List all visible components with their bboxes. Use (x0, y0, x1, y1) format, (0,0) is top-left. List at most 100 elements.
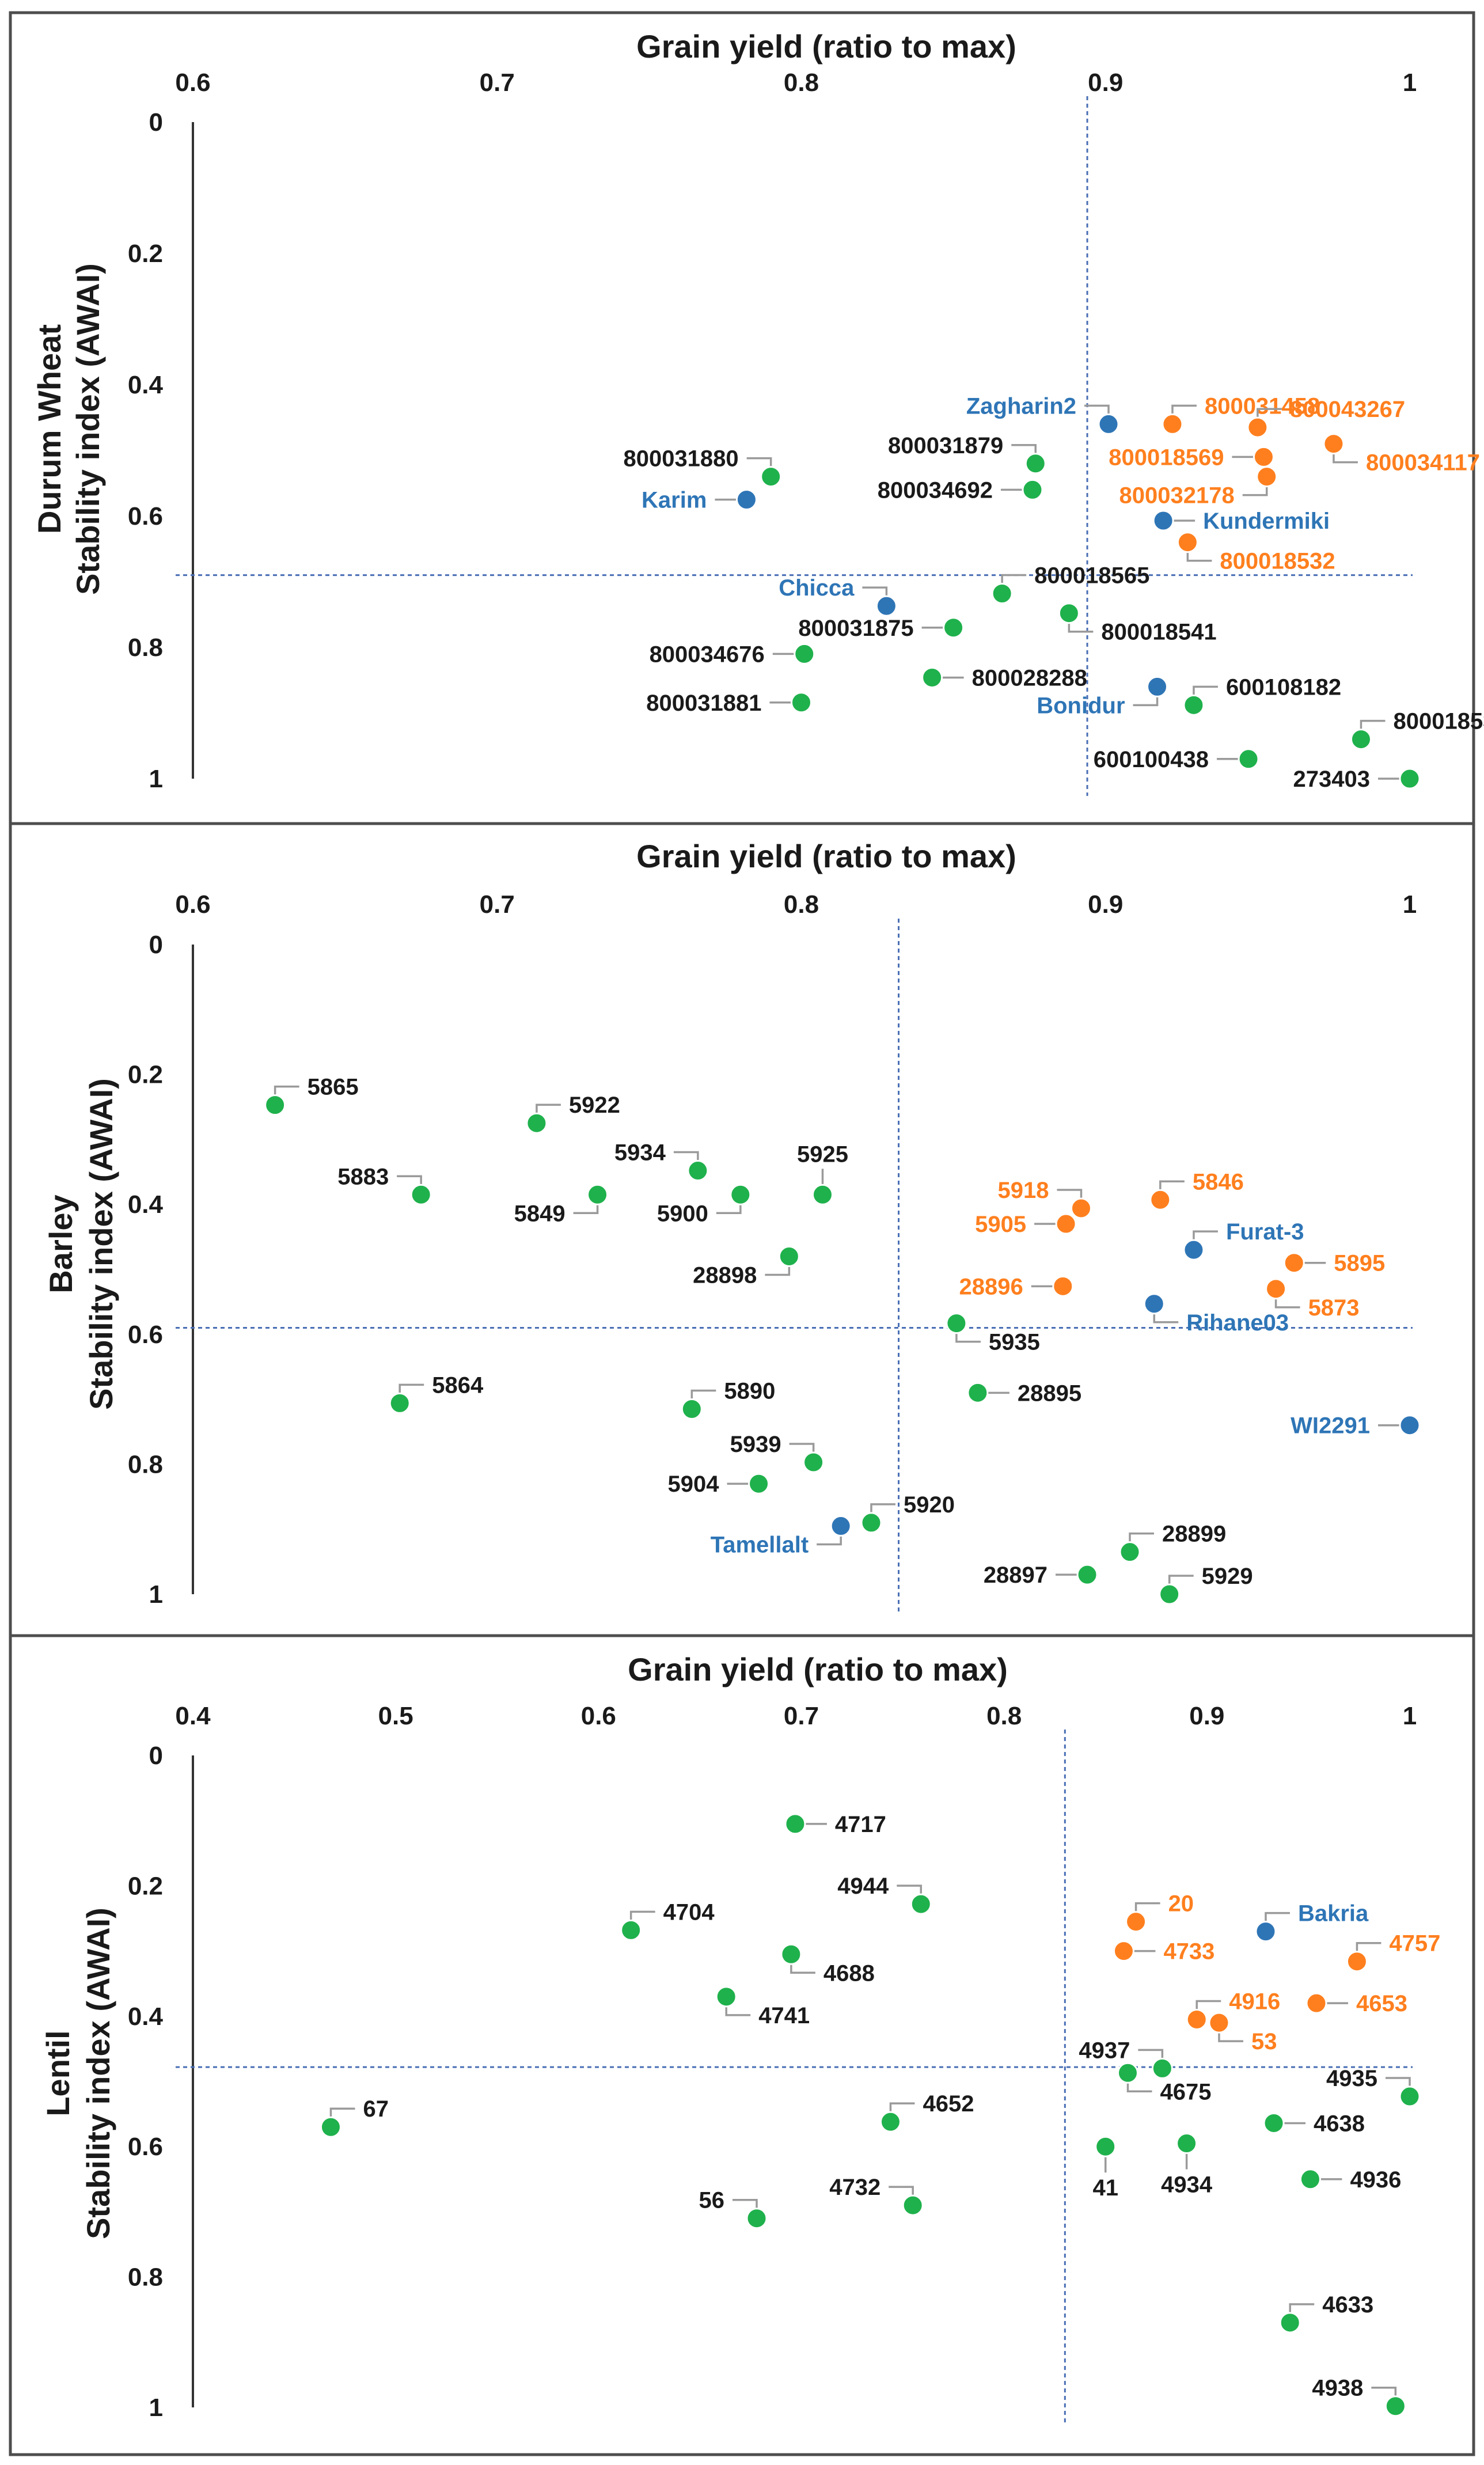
data-point (620, 1919, 642, 1941)
point-label: 4757 (1389, 1931, 1440, 1956)
point-label: 800034117 (1366, 450, 1480, 476)
data-point (910, 1893, 932, 1915)
point-label: 4652 (923, 2091, 974, 2117)
x-tick-label: 0.7 (480, 69, 515, 97)
point-label: 4717 (835, 1812, 886, 1837)
point-label: 5890 (724, 1379, 775, 1404)
point-label: 5883 (337, 1164, 389, 1189)
data-point (1256, 466, 1278, 488)
point-label: 28898 (693, 1262, 757, 1288)
data-point (1255, 1921, 1277, 1943)
data-point (687, 1160, 709, 1182)
plot-area: 0.4 0.5 0.6 0.7 0.8 0.9 1 0 0.2 0.4 0.6 0.8 1 4717 494… (128, 1702, 1440, 2425)
y-tick-label: 0.8 (128, 634, 163, 662)
data-point (1143, 1293, 1165, 1315)
data-point (715, 1986, 737, 2008)
panel-lentil: Grain yield (ratio to max) Lentil Stabil… (9, 1634, 1475, 2456)
point-label: 5849 (514, 1201, 565, 1226)
point-label: 4937 (1079, 2038, 1130, 2063)
data-point (1147, 676, 1168, 697)
y-tick-label: 1 (149, 1580, 163, 1609)
data-point (320, 2116, 341, 2138)
data-point (1125, 1911, 1147, 1933)
x-axis-title: Grain yield (ratio to max) (636, 28, 1016, 65)
x-tick-label: 0.5 (378, 1702, 413, 1730)
y-axis-title-line1: Barley (43, 1194, 79, 1293)
point-label: 4704 (663, 1899, 715, 1925)
point-label: 5925 (797, 1142, 848, 1167)
data-point (748, 1473, 770, 1495)
data-point (1058, 602, 1080, 624)
data-point (967, 1382, 989, 1404)
point-label: 28899 (1162, 1522, 1226, 1547)
data-point (1399, 2085, 1421, 2107)
x-tick-label: 0.4 (175, 1702, 211, 1730)
plot-area: 0.6 0.7 0.8 0.9 1 0 0.2 0.4 0.6 0.8 1 5865 5922 5934 5… (128, 890, 1421, 1611)
x-tick-label: 0.6 (581, 1702, 616, 1730)
x-tick-label: 1 (1403, 1702, 1417, 1730)
data-point (1117, 2062, 1138, 2084)
point-label: 800018534 (1393, 709, 1484, 734)
data-point (1076, 1564, 1098, 1586)
data-point (1305, 1992, 1327, 2014)
point-label: Kundermiki (1203, 509, 1330, 534)
panel-barley: Grain yield (ratio to max) Barley Stabil… (9, 822, 1475, 1637)
data-point (875, 595, 897, 617)
point-label: 800018569 (1109, 445, 1224, 470)
x-axis-title: Grain yield (ratio to max) (628, 1651, 1008, 1687)
y-tick-label: 0.2 (128, 1061, 163, 1089)
point-label: 20 (1168, 1891, 1194, 1917)
point-label: 800031458 (1205, 393, 1320, 419)
data-point (1283, 1252, 1305, 1274)
x-tick-label: 0.8 (986, 1702, 1022, 1730)
point-label: 41 (1093, 2175, 1119, 2201)
data-point (1176, 2133, 1198, 2155)
data-point (1323, 433, 1345, 455)
panel-frame (9, 1634, 1475, 2456)
data-point (830, 1515, 852, 1537)
point-label: 4916 (1229, 1989, 1280, 2014)
y-tick-label: 0 (149, 108, 163, 136)
panel-frame (9, 11, 1475, 825)
data-point (791, 692, 812, 714)
point-label: 800032178 (1119, 483, 1235, 509)
point-label: 5864 (432, 1372, 484, 1398)
point-label: 4653 (1356, 1991, 1407, 2016)
point-label: 800018541 (1101, 620, 1216, 645)
x-tick-label: 0.8 (784, 69, 819, 97)
point-label: 5895 (1334, 1251, 1385, 1276)
data-point (760, 466, 782, 488)
data-point (1253, 446, 1274, 468)
data-point (784, 1813, 806, 1835)
data-point (991, 583, 1013, 605)
data-point (1299, 2168, 1321, 2190)
panel-frame (9, 822, 1475, 1637)
point-label: Karim (642, 488, 707, 513)
point-label: 800028288 (972, 665, 1087, 691)
data-point (946, 1313, 967, 1334)
data-point (1070, 1197, 1092, 1219)
y-tick-label: 0.8 (128, 2263, 163, 2292)
point-label: 28895 (1018, 1381, 1081, 1406)
y-tick-label: 1 (149, 2394, 163, 2422)
x-tick-label: 1 (1403, 890, 1417, 919)
y-axis-title-line2: Stability index (AWAI) (80, 1907, 116, 2239)
plot-area: 0.6 0.7 0.8 0.9 1 0 0.2 0.4 0.6 0.8 1 800031880 Kari… (128, 69, 1484, 796)
point-label: 4935 (1326, 2066, 1377, 2091)
data-point (1149, 1189, 1171, 1211)
point-label: 800031881 (646, 691, 761, 716)
data-point (860, 1512, 882, 1534)
point-label: 5939 (730, 1432, 781, 1457)
y-tick-label: 0.4 (128, 1190, 164, 1219)
point-label: 4944 (837, 1874, 889, 1899)
data-point (1113, 1940, 1134, 1962)
point-label: Rihane03 (1186, 1310, 1289, 1336)
panel-durum-wheat: Grain yield (ratio to max) Durum Wheat S… (9, 11, 1484, 825)
x-tick-label: 0.6 (175, 69, 210, 97)
data-point (1399, 1414, 1421, 1436)
data-point (1024, 453, 1046, 475)
y-axis-title-line2: Stability index (AWAI) (70, 263, 106, 595)
x-axis-title: Grain yield (ratio to max) (636, 838, 1016, 874)
data-point (1055, 1213, 1077, 1235)
